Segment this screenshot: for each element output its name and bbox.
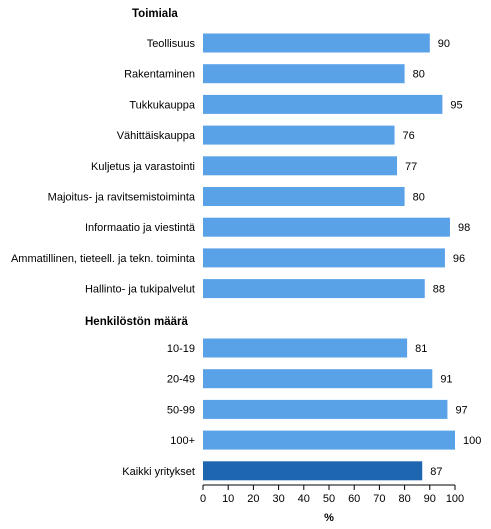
data-label: 90 (438, 38, 450, 50)
category-label: 10-19 (167, 343, 195, 355)
data-label: 97 (455, 404, 467, 416)
bar-ammatillinen-tieteell-ja-tekn-toiminta (203, 248, 445, 268)
data-label: 80 (413, 69, 425, 81)
data-label: 81 (415, 343, 427, 355)
bar-100- (203, 430, 455, 450)
x-tick-label: 80 (398, 493, 410, 505)
bar-10-19 (203, 338, 408, 358)
category-label: Informaatio ja viestintä (85, 222, 196, 234)
category-label: Vähittäiskauppa (117, 130, 196, 142)
x-tick-label: 20 (247, 493, 259, 505)
category-label: Hallinto- ja tukipalvelut (85, 284, 195, 296)
category-label: Kaikki yritykset (122, 466, 195, 478)
x-tick-label: 0 (200, 493, 206, 505)
bar-teollisuus (203, 33, 430, 53)
x-tick-label: 70 (373, 493, 385, 505)
group-heading-toimiala: Toimiala (132, 8, 178, 20)
bar-hallinto-ja-tukipalvelut (203, 279, 425, 299)
bar-rakentaminen (203, 64, 405, 84)
x-axis: 0 10 20 30 40 50 60 70 80 90 100 (200, 484, 464, 505)
bar-20-49 (203, 369, 433, 389)
group-heading-henkiloston-maara: Henkilöstön määrä (85, 316, 188, 328)
bars-layer: Teollisuus 90 Rakentaminen 80 Tukkukauppa 95 V… (11, 33, 481, 481)
data-label: 91 (440, 374, 452, 386)
data-label: 77 (405, 161, 417, 173)
category-label: Ammatillinen, tieteell. ja tekn. toimint… (11, 253, 196, 265)
x-tick-label: 40 (298, 493, 310, 505)
data-label: 98 (458, 222, 470, 234)
data-label: 95 (450, 99, 462, 111)
x-tick-label: 30 (272, 493, 284, 505)
x-tick-label: 50 (323, 493, 335, 505)
data-label: 96 (453, 253, 465, 265)
x-tick-label: 60 (348, 493, 360, 505)
category-label: 100+ (170, 435, 195, 447)
x-tick-label: 100 (446, 493, 464, 505)
category-label: Teollisuus (147, 38, 196, 50)
data-label: 87 (430, 466, 442, 478)
x-tick-label: 90 (424, 493, 436, 505)
bar-majoitus-ja-ravitsemistoiminta (203, 187, 405, 206)
bar-50-99 (203, 399, 448, 419)
category-label: Rakentaminen (124, 69, 195, 81)
data-label: 88 (433, 284, 445, 296)
category-label: 50-99 (167, 404, 195, 416)
category-label: Tukkukauppa (129, 99, 196, 111)
bar-kaikki-yritykset (203, 461, 423, 481)
category-label: Kuljetus ja varastointi (91, 161, 195, 173)
data-label: 100 (463, 435, 481, 447)
bar-tukkukauppa (203, 94, 443, 114)
x-axis-label: % (324, 512, 334, 524)
bar-kuljetus-ja-varastointi (203, 156, 398, 176)
bar-vähittäiskauppa (203, 125, 395, 145)
x-tick-label: 10 (222, 493, 234, 505)
category-label: 20-49 (167, 374, 195, 386)
data-label: 76 (403, 130, 415, 142)
data-label: 80 (413, 192, 425, 204)
category-label: Majoitus- ja ravitsemistoiminta (48, 192, 196, 204)
bar-informaatio-ja-viestintä (203, 217, 450, 237)
